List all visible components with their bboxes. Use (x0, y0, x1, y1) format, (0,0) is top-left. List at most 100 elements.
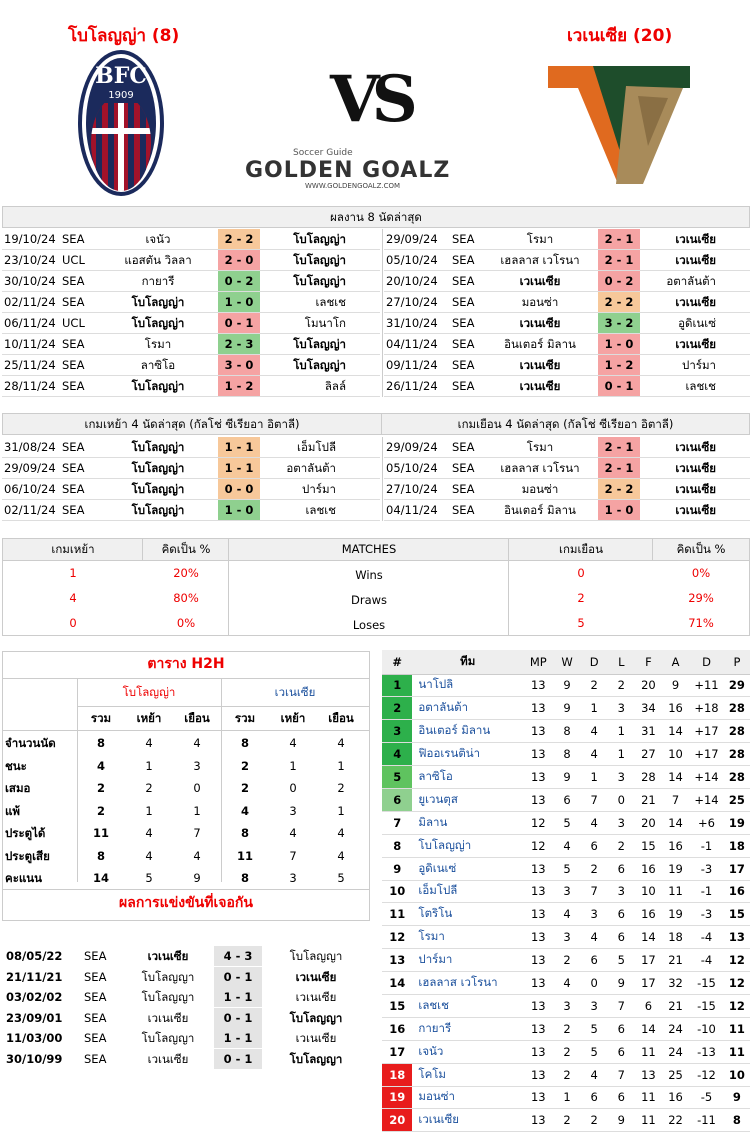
standings-value: 9 (382, 857, 413, 881)
h2h-value: 8 (240, 736, 249, 750)
standings-value: 17 (634, 971, 662, 995)
standings-value: 9 (723, 1086, 750, 1110)
venezia-logo (548, 66, 690, 184)
away-count: 5 (577, 616, 585, 630)
h2h-value: 0 (289, 781, 297, 795)
match-comp: UCL (62, 253, 85, 267)
standings-value: 21 (662, 994, 690, 1018)
standings-value: 20 (382, 1108, 413, 1133)
standings-value: 6 (607, 1086, 635, 1110)
standings-value: 13 (523, 971, 554, 995)
match-home-team: เจนัว (145, 232, 171, 246)
standings-value: 13 (523, 1063, 554, 1087)
result-score: 1 - 1 (214, 987, 262, 1007)
h2h-row-label: เสมอ (5, 781, 31, 795)
standings-value: 1 (580, 765, 608, 789)
standings-value: -10 (689, 1017, 724, 1041)
brand-url: WWW.GOLDENGOALZ.COM (305, 182, 401, 190)
match-date: 26/11/24 (386, 379, 438, 393)
match-outcome: Wins (355, 568, 383, 582)
standings-value: +11 (689, 674, 724, 698)
standings-value: 3 (553, 994, 581, 1018)
standings-value: 22 (662, 1108, 690, 1133)
standings-value: 1 (607, 719, 635, 744)
standings-value: 19 (382, 1086, 413, 1110)
standings-value: 11 (634, 1086, 662, 1110)
standings-value: 18 (723, 834, 750, 858)
standings-value: 15 (723, 902, 750, 927)
standings-value: 21 (634, 788, 662, 812)
match-home-team: เฮลลาส เวโรนา (500, 253, 580, 267)
standings-col-header: L (607, 650, 635, 675)
h2h-row-label: ชนะ (5, 758, 27, 773)
row-divider (2, 249, 380, 250)
result-comp: SEA (84, 1051, 107, 1066)
match-comp: SEA (452, 274, 475, 288)
standings-value: 4 (553, 902, 581, 927)
result-comp: SEA (84, 990, 107, 1004)
standings-team: มอนซ่า (412, 1086, 524, 1110)
result-away: เวเนเซีย (295, 969, 337, 984)
match-away-team: โบโลญญ่า (293, 232, 346, 246)
h2h-value: 4 (145, 848, 153, 863)
standings-team: เฮลลาส เวโรนา (412, 971, 524, 995)
h2h-value: 4 (289, 826, 297, 840)
standings-value: 3 (607, 811, 635, 835)
standings-row: 4 ฟิออเรนติน่า 13 8 4 1 27 10 +17 28 (382, 742, 750, 767)
standings-team: เลชเช (412, 994, 524, 1018)
standings-value: 2 (553, 1108, 581, 1133)
standings-value: 13 (523, 742, 554, 767)
match-comp: SEA (62, 503, 85, 517)
h2h-col-header: รวม (90, 711, 112, 725)
match-home-team: มอนซ่า (521, 482, 559, 496)
standings-row: 3 อินเตอร์ มิลาน 13 8 4 1 31 14 +17 28 (382, 719, 750, 744)
standings-value: +18 (689, 696, 724, 721)
standings-value: 3 (553, 925, 581, 950)
match-away-team: เลชเช (305, 503, 336, 517)
match-away-team: อตาลันต้า (666, 274, 716, 288)
standings-row: 20 เวเนเซีย 13 2 2 9 11 22 -11 8 (382, 1108, 750, 1133)
match-home-team: อินเตอร์ มิลาน (504, 337, 576, 351)
standings-team: ยูเวนตุส (412, 788, 524, 812)
h2h-row-label: แพ้ (5, 803, 20, 818)
standings-value: 4 (553, 971, 581, 995)
standings-value: 7 (382, 811, 413, 835)
standings-team: อตาลันต้า (412, 696, 524, 721)
match-outcome: Loses (352, 618, 386, 632)
standings-value: -12 (689, 1063, 724, 1087)
match-score: 2 - 1 (598, 458, 640, 478)
match-home-team: เวเนเซีย (519, 316, 561, 330)
standings-row: 13 ปาร์มา 13 2 6 5 17 21 -4 12 (382, 948, 750, 973)
match-score: 2 - 0 (218, 250, 260, 270)
row-divider (2, 270, 380, 271)
standings-value: 2 (553, 948, 581, 973)
match-date: 04/11/24 (386, 337, 438, 351)
h2h-value: 1 (145, 803, 153, 818)
match-away-team: เลชเช (315, 295, 346, 309)
match-comp: SEA (452, 379, 475, 393)
row-divider (384, 333, 750, 334)
match-date: 29/09/24 (386, 232, 438, 246)
match-score: 2 - 2 (598, 479, 640, 499)
h2h-value: 4 (96, 758, 105, 773)
result-away: เวเนเซีย (295, 990, 337, 1004)
standings-value: 2 (607, 674, 635, 698)
standings-value: 3 (607, 765, 635, 789)
match-comp: SEA (62, 232, 85, 246)
standings-value: 1 (382, 674, 413, 698)
row-divider (384, 354, 750, 355)
home-pct: 20% (173, 566, 199, 580)
standings-value: 4 (553, 834, 581, 858)
golden-goalz-logo: Soccer Guide GOLDEN GOALZ WWW.GOLDENGOAL… (245, 138, 500, 190)
match-score: 0 - 0 (218, 479, 260, 499)
standings-value: 6 (607, 925, 635, 950)
matches-h-away: เกมเยือน (559, 542, 603, 556)
result-home: โบโลญญา (141, 990, 195, 1004)
standings-value: 0 (580, 971, 608, 995)
row-divider (384, 291, 750, 292)
last8-header: ผลงาน 8 นัดล่าสุด (2, 206, 750, 228)
match-date: 23/10/24 (4, 253, 56, 267)
standings-team: โตริโน (412, 902, 524, 927)
result-away: โบโลญญา (289, 949, 343, 963)
standings-value: 8 (553, 719, 581, 744)
